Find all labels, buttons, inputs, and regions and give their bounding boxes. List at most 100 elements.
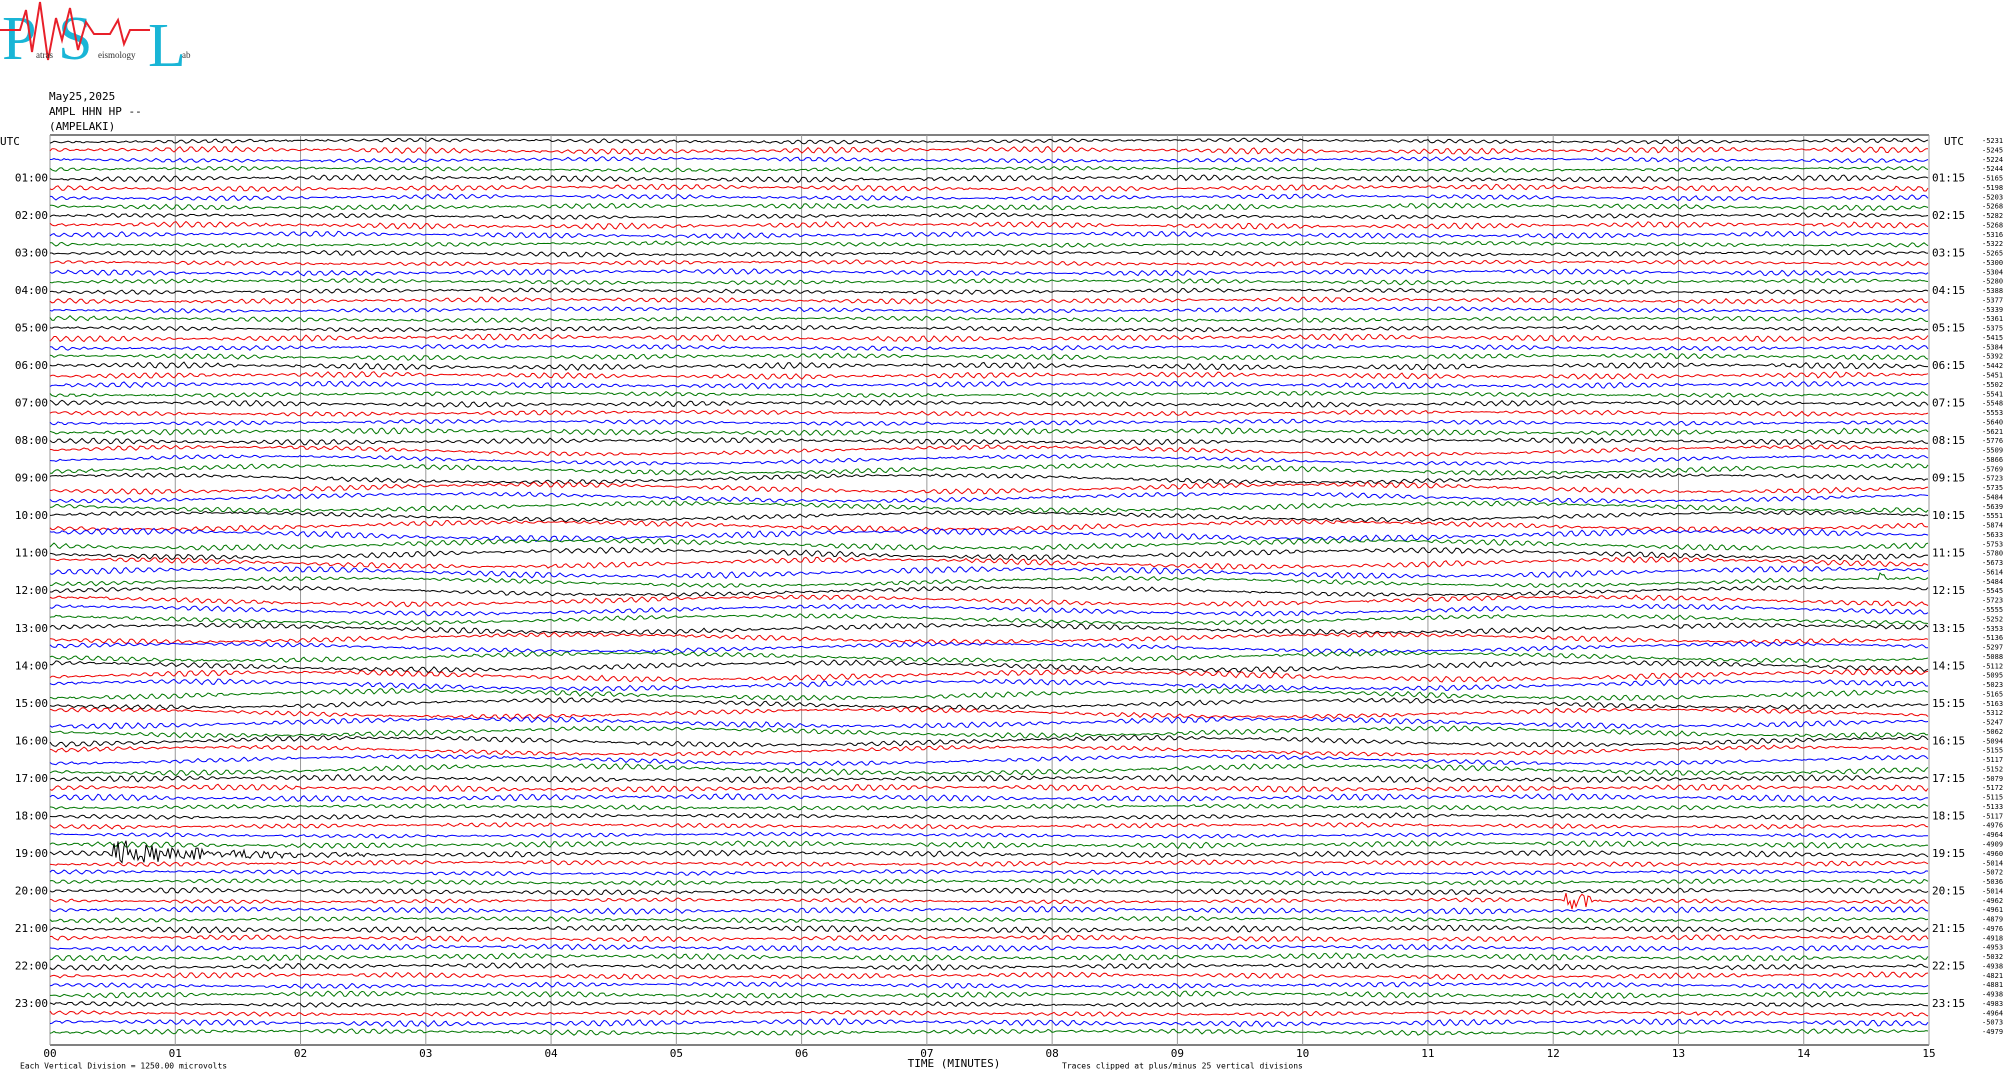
trace-offset: -5442 <box>1982 362 2003 370</box>
trace-offset: -4879 <box>1982 916 2003 924</box>
trace <box>49 952 1929 962</box>
trace-offset: -4938 <box>1982 962 2003 970</box>
trace <box>49 333 1929 343</box>
trace <box>49 409 1929 417</box>
trace-offset: -5633 <box>1982 531 2003 539</box>
trace <box>49 753 1929 767</box>
trace <box>49 518 1929 533</box>
trace <box>49 613 1929 626</box>
trace-offset: -5639 <box>1982 503 2003 511</box>
trace-offset: -5484 <box>1982 578 2003 586</box>
trace <box>49 887 1929 896</box>
trace <box>50 572 1929 589</box>
trace-offset: -5451 <box>1982 372 2003 380</box>
trace <box>49 803 1929 811</box>
hour-label: 12:15 <box>1932 584 1965 597</box>
hour-label: 23:00 <box>15 997 48 1010</box>
trace-offset: -5165 <box>1982 690 2003 698</box>
trace-offset: -5874 <box>1982 522 2003 530</box>
trace-offset: -5545 <box>1982 587 2003 595</box>
x-tick-label: 06 <box>795 1047 808 1060</box>
hour-label: 16:15 <box>1932 734 1965 747</box>
hour-label: 17:00 <box>15 772 48 785</box>
hour-label: 14:00 <box>15 659 48 672</box>
scale-note: Each Vertical Division = 1250.00 microvo… <box>20 1062 227 1071</box>
trace-offset: -5339 <box>1982 306 2003 314</box>
x-tick-label: 03 <box>419 1047 432 1060</box>
logo-word: ab <box>182 50 191 60</box>
x-tick-label: 12 <box>1547 1047 1560 1060</box>
trace-offset: -4961 <box>1982 906 2003 914</box>
hour-label: 05:00 <box>15 322 48 335</box>
hour-label: 07:00 <box>15 397 48 410</box>
trace-offset: -5753 <box>1982 540 2003 548</box>
hour-label: 19:00 <box>15 847 48 860</box>
trace-offset: -5735 <box>1982 484 2003 492</box>
trace-offset: -5062 <box>1982 728 2003 736</box>
trace <box>49 793 1929 803</box>
hour-label: 20:00 <box>15 884 48 897</box>
trace-offset: -5723 <box>1982 597 2003 605</box>
trace-offset: -4918 <box>1982 934 2003 942</box>
x-tick-label: 13 <box>1672 1047 1685 1060</box>
x-tick-label: 09 <box>1171 1047 1184 1060</box>
hour-label: 05:15 <box>1932 322 1965 335</box>
trace <box>49 859 1929 868</box>
trace <box>49 934 1929 943</box>
trace <box>49 380 1929 390</box>
trace-offset: -5023 <box>1982 681 2003 689</box>
hour-label: 13:15 <box>1932 622 1965 635</box>
trace-offset: -5165 <box>1982 175 2003 183</box>
hour-label: 10:15 <box>1932 509 1965 522</box>
trace-offset: -5353 <box>1982 625 2003 633</box>
trace-offset: -5392 <box>1982 353 2003 361</box>
trace-offset: -5265 <box>1982 250 2003 258</box>
trace-offset: -5073 <box>1982 1019 2003 1027</box>
trace <box>50 990 1929 999</box>
x-tick-label: 14 <box>1797 1047 1811 1060</box>
trace <box>49 267 1929 277</box>
date: May25,2025 <box>49 90 115 103</box>
trace <box>49 962 1929 971</box>
trace <box>49 641 1928 654</box>
trace <box>49 905 1929 915</box>
trace <box>49 1000 1929 1008</box>
trace-offset: -5079 <box>1982 775 2003 783</box>
trace-offset: -5723 <box>1982 475 2003 483</box>
trace <box>49 145 1929 155</box>
trace <box>49 174 1929 184</box>
hour-label: 01:15 <box>1932 172 1965 185</box>
trace <box>49 491 1929 504</box>
logo-word: atras <box>36 50 53 60</box>
trace-offset: -5094 <box>1982 737 2003 745</box>
hour-label: 02:15 <box>1932 209 1965 222</box>
trace <box>49 546 1929 561</box>
trace-offset: -5377 <box>1982 296 2003 304</box>
trace <box>49 352 1929 361</box>
trace <box>49 821 1929 830</box>
trace <box>49 390 1929 398</box>
trace <box>49 324 1929 333</box>
clip-note: Traces clipped at plus/minus 25 vertical… <box>1062 1062 1303 1071</box>
trace <box>49 725 1929 739</box>
trace-offset: -4881 <box>1982 981 2003 989</box>
trace-offset: -5117 <box>1982 812 2003 820</box>
trace <box>49 840 1929 864</box>
utc-left: UTC <box>0 135 20 148</box>
trace <box>49 500 1929 514</box>
x-axis-title: TIME (MINUTES) <box>908 1057 1001 1070</box>
utc-right: UTC <box>1944 135 1964 148</box>
trace-offset: -5316 <box>1982 231 2003 239</box>
trace <box>49 462 1929 476</box>
hour-label: 21:15 <box>1932 922 1965 935</box>
x-tick-label: 05 <box>670 1047 683 1060</box>
site: (AMPELAKI) <box>49 120 115 133</box>
hour-label: 19:15 <box>1932 847 1965 860</box>
trace-offset: -5014 <box>1982 859 2003 867</box>
trace-offset: -4964 <box>1982 831 2003 839</box>
trace <box>49 734 1929 748</box>
trace <box>49 343 1929 352</box>
trace <box>49 687 1929 701</box>
trace-offset: -5163 <box>1982 700 2003 708</box>
hour-label: 22:15 <box>1932 959 1965 972</box>
